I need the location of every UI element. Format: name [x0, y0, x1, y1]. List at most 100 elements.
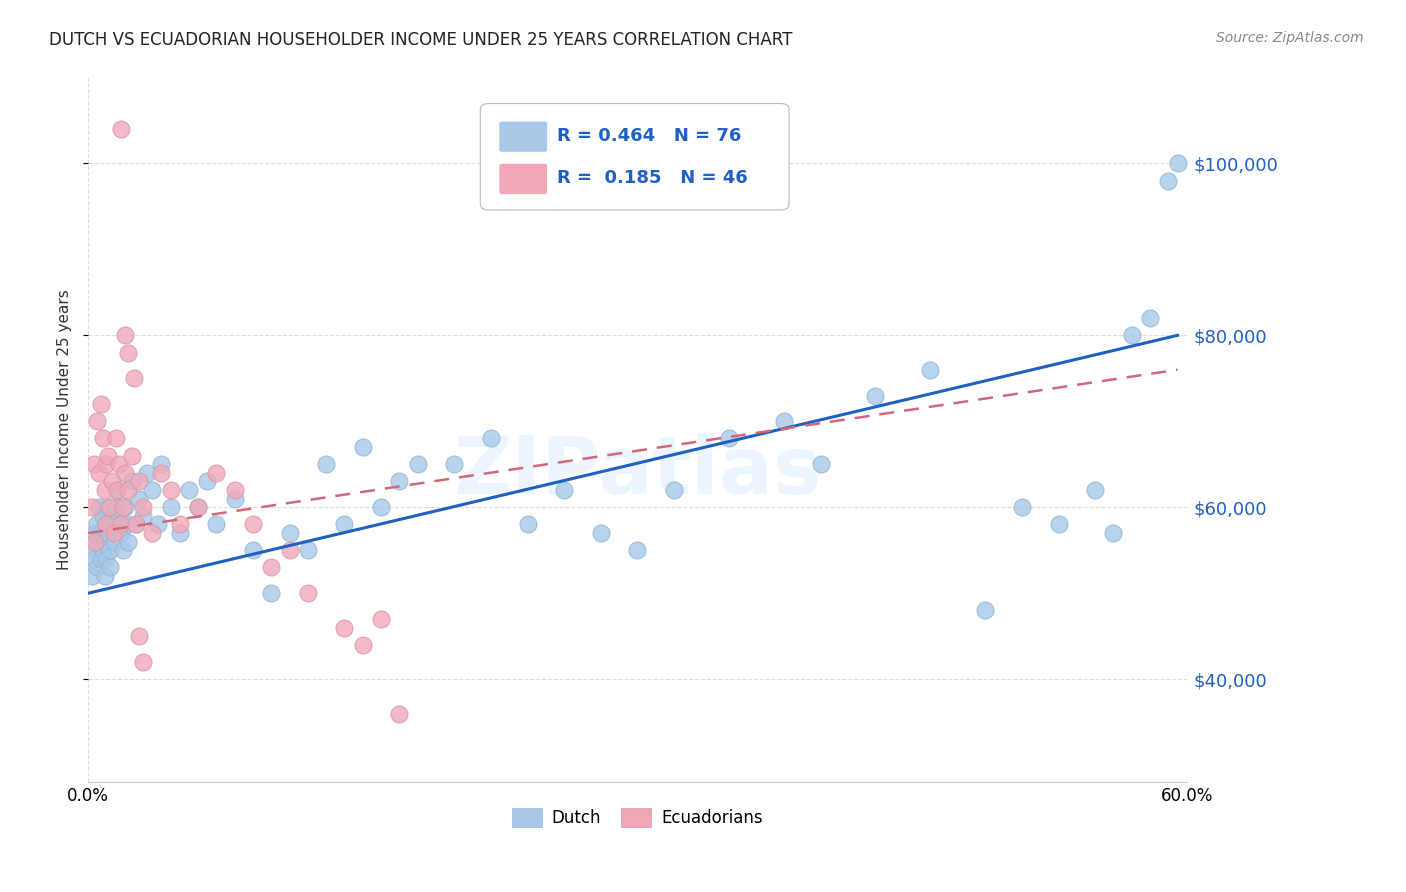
- FancyBboxPatch shape: [499, 121, 547, 153]
- Point: [132, 655, 155, 669]
- Point: [159, 500, 181, 515]
- Point: [107, 483, 129, 497]
- Point: [114, 466, 136, 480]
- Point: [90, 526, 112, 541]
- Point: [224, 491, 246, 506]
- Text: ZIPatlas: ZIPatlas: [453, 434, 821, 511]
- Point: [974, 603, 997, 617]
- Point: [128, 475, 150, 489]
- Point: [662, 483, 685, 497]
- Point: [111, 543, 134, 558]
- Point: [479, 432, 502, 446]
- Point: [97, 500, 120, 515]
- Point: [97, 449, 120, 463]
- Point: [370, 500, 392, 515]
- Point: [150, 457, 173, 471]
- Point: [114, 328, 136, 343]
- Point: [86, 517, 108, 532]
- Point: [101, 517, 124, 532]
- Point: [187, 500, 209, 515]
- Point: [150, 466, 173, 480]
- Text: Source: ZipAtlas.com: Source: ZipAtlas.com: [1216, 31, 1364, 45]
- Point: [260, 560, 283, 574]
- Point: [101, 475, 124, 489]
- Point: [90, 552, 112, 566]
- Point: [159, 483, 181, 497]
- Point: [388, 706, 411, 721]
- Point: [96, 457, 118, 471]
- Point: [333, 621, 356, 635]
- Point: [177, 483, 200, 497]
- Point: [443, 457, 465, 471]
- Point: [297, 543, 319, 558]
- Point: [104, 432, 127, 446]
- Point: [1011, 500, 1033, 515]
- Point: [1121, 328, 1143, 343]
- Point: [96, 552, 118, 566]
- Point: [93, 534, 115, 549]
- Point: [90, 397, 112, 411]
- Point: [91, 432, 114, 446]
- Point: [125, 517, 148, 532]
- Point: [1157, 173, 1180, 187]
- Point: [117, 483, 139, 497]
- Point: [83, 457, 105, 471]
- Point: [93, 569, 115, 583]
- Y-axis label: Householder Income Under 25 years: Householder Income Under 25 years: [58, 290, 72, 570]
- Point: [117, 534, 139, 549]
- Point: [111, 500, 134, 515]
- Point: [1167, 156, 1189, 170]
- Point: [83, 552, 105, 566]
- Point: [132, 508, 155, 523]
- Point: [333, 517, 356, 532]
- Point: [626, 543, 648, 558]
- Point: [278, 543, 301, 558]
- Point: [1139, 311, 1161, 326]
- Point: [91, 508, 114, 523]
- Point: [121, 475, 143, 489]
- Point: [865, 388, 887, 402]
- Point: [242, 543, 264, 558]
- Point: [80, 569, 103, 583]
- Point: [370, 612, 392, 626]
- Point: [84, 526, 107, 541]
- Point: [86, 560, 108, 574]
- Point: [132, 500, 155, 515]
- Point: [107, 483, 129, 497]
- Point: [406, 457, 429, 471]
- Point: [128, 629, 150, 643]
- Point: [84, 534, 107, 549]
- Point: [98, 500, 121, 515]
- Point: [114, 500, 136, 515]
- Point: [93, 483, 115, 497]
- Point: [80, 500, 103, 515]
- FancyBboxPatch shape: [481, 103, 789, 210]
- Text: DUTCH VS ECUADORIAN HOUSEHOLDER INCOME UNDER 25 YEARS CORRELATION CHART: DUTCH VS ECUADORIAN HOUSEHOLDER INCOME U…: [49, 31, 793, 49]
- Point: [352, 440, 374, 454]
- Point: [141, 483, 163, 497]
- Point: [141, 526, 163, 541]
- Point: [388, 475, 411, 489]
- Point: [98, 543, 121, 558]
- Point: [352, 638, 374, 652]
- Point: [187, 500, 209, 515]
- Point: [117, 345, 139, 359]
- Point: [110, 122, 132, 136]
- Point: [86, 414, 108, 428]
- Text: R = 0.464   N = 76: R = 0.464 N = 76: [557, 127, 741, 145]
- Point: [260, 586, 283, 600]
- Point: [278, 526, 301, 541]
- Point: [553, 483, 575, 497]
- Point: [122, 371, 145, 385]
- Point: [1047, 517, 1070, 532]
- Point: [1102, 526, 1125, 541]
- Point: [242, 517, 264, 532]
- Point: [589, 526, 612, 541]
- FancyBboxPatch shape: [499, 163, 547, 194]
- Point: [110, 517, 132, 532]
- Point: [920, 362, 942, 376]
- Point: [115, 517, 138, 532]
- Point: [79, 543, 101, 558]
- Point: [205, 466, 228, 480]
- Point: [108, 517, 131, 532]
